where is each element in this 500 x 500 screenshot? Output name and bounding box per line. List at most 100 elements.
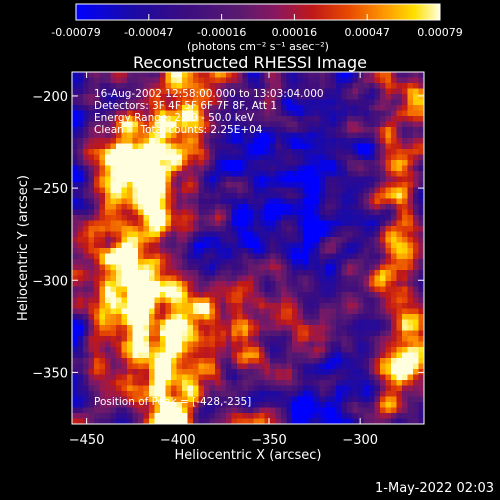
heatmap-cell (402, 242, 409, 249)
heatmap-cell (418, 182, 424, 189)
heatmap-cell (358, 264, 365, 271)
heatmap-cell (132, 407, 139, 414)
heatmap-cell (88, 325, 95, 332)
heatmap-cell (237, 143, 244, 150)
heatmap-cell (308, 303, 315, 310)
heatmap-cell (99, 143, 106, 150)
heatmap-cell (160, 270, 167, 277)
heatmap-cell (319, 292, 326, 299)
heatmap-cell (116, 237, 123, 244)
heatmap-cell (226, 308, 233, 315)
heatmap-cell (418, 94, 424, 101)
heatmap-cell (187, 270, 194, 277)
heatmap-cell (259, 385, 266, 392)
heatmap-cell (264, 352, 271, 359)
heatmap-cell (226, 220, 233, 227)
heatmap-cell (105, 264, 112, 271)
heatmap-cell (99, 413, 106, 420)
heatmap-cell (77, 352, 84, 359)
heatmap-cell (391, 193, 398, 200)
heatmap-cell (358, 171, 365, 178)
heatmap-cell (275, 292, 282, 299)
heatmap-cell (132, 275, 139, 282)
heatmap-cell (319, 385, 326, 392)
heatmap-cell (396, 407, 403, 414)
heatmap-cell (330, 110, 337, 117)
heatmap-cell (220, 94, 227, 101)
heatmap-cell (380, 160, 387, 167)
heatmap-cell (286, 369, 293, 376)
heatmap-cell (292, 149, 299, 156)
heatmap-cell (132, 341, 139, 348)
heatmap-cell (363, 336, 370, 343)
heatmap-cell (160, 138, 167, 145)
heatmap-cell (248, 336, 255, 343)
heatmap-cell (264, 83, 271, 90)
heatmap-cell (347, 303, 354, 310)
heatmap-cell (160, 303, 167, 310)
heatmap-cell (187, 99, 194, 106)
heatmap-cell (83, 72, 90, 79)
heatmap-cell (253, 374, 260, 381)
heatmap-cell (385, 187, 392, 194)
heatmap-cell (292, 83, 299, 90)
heatmap-cell (380, 132, 387, 139)
heatmap-cell (204, 341, 211, 348)
heatmap-cell (292, 275, 299, 282)
heatmap-cell (110, 396, 117, 403)
heatmap-cell (193, 358, 200, 365)
heatmap-cell (264, 407, 271, 414)
heatmap-cell (336, 182, 343, 189)
heatmap-cell (231, 286, 238, 293)
heatmap-cell (105, 116, 112, 123)
heatmap-cell (149, 396, 156, 403)
heatmap-cell (160, 369, 167, 376)
heatmap-cell (303, 231, 310, 238)
heatmap-cell (248, 165, 255, 172)
heatmap-cell (259, 182, 266, 189)
heatmap-cell (138, 308, 145, 315)
heatmap-cell (94, 330, 101, 337)
heatmap-cell (160, 88, 167, 95)
heatmap-cell (154, 358, 161, 365)
heatmap-cell (336, 149, 343, 156)
heatmap-cell (347, 99, 354, 106)
heatmap-cell (286, 77, 293, 84)
heatmap-cell (253, 215, 260, 222)
heatmap-cell (374, 292, 381, 299)
heatmap-cell (237, 363, 244, 370)
heatmap-cell (363, 237, 370, 244)
heatmap-cell (264, 220, 271, 227)
heatmap-cell (176, 297, 183, 304)
heatmap-cell (325, 176, 332, 183)
heatmap-cell (248, 209, 255, 216)
heatmap-cell (297, 402, 304, 409)
heatmap-cell (242, 176, 249, 183)
heatmap-cell (303, 253, 310, 260)
heatmap-cell (325, 105, 332, 112)
heatmap-cell (198, 352, 205, 359)
heatmap-cell (220, 187, 227, 194)
heatmap-cell (308, 110, 315, 117)
heatmap-cell (374, 105, 381, 112)
heatmap-cell (105, 402, 112, 409)
heatmap-cell (391, 99, 398, 106)
heatmap-cell (286, 286, 293, 293)
heatmap-cell (396, 336, 403, 343)
heatmap-cell (193, 347, 200, 354)
heatmap-cell (358, 226, 365, 233)
heatmap-cell (319, 347, 326, 354)
heatmap-cell (182, 418, 189, 424)
heatmap-cell (121, 413, 128, 420)
heatmap-cell (292, 259, 299, 266)
heatmap-cell (231, 116, 238, 123)
heatmap-cell (391, 347, 398, 354)
heatmap-cell (264, 308, 271, 315)
heatmap-cell (374, 187, 381, 194)
heatmap-cell (407, 176, 414, 183)
heatmap-cell (171, 110, 178, 117)
heatmap-cell (396, 358, 403, 365)
heatmap-cell (325, 270, 332, 277)
heatmap-cell (292, 215, 299, 222)
heatmap-cell (215, 94, 222, 101)
